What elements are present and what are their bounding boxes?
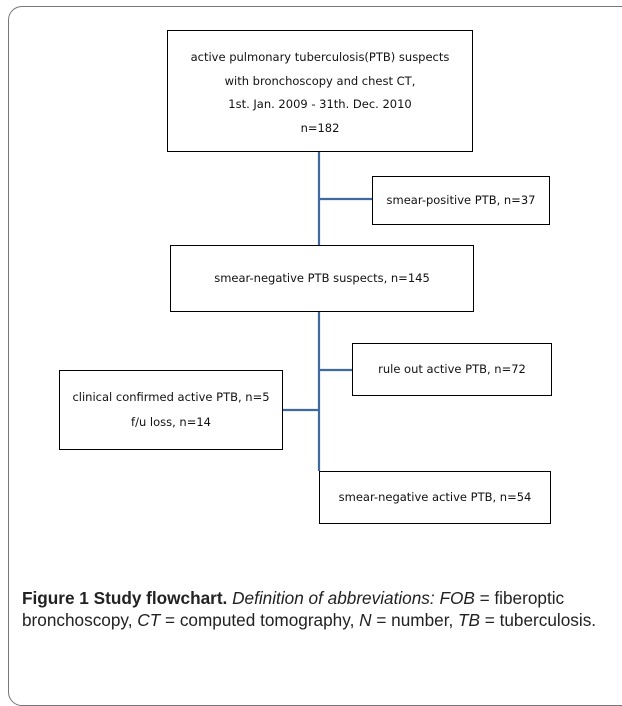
caption-abbr: FOB (439, 588, 475, 608)
box-smear-negative-suspects: smear-negative PTB suspects, n=145 (170, 245, 474, 312)
box-clinical-confirmed: clinical confirmed active PTB, n=5 f/u l… (59, 370, 283, 450)
box-smear-negative-suspects-text: smear-negative PTB suspects, n=145 (214, 270, 430, 285)
box-clinical-line-2: f/u loss, n=14 (131, 415, 211, 429)
caption-abbr: TB (458, 610, 480, 630)
connector-lines (283, 152, 372, 471)
box-main-line-3: 1st. Jan. 2009 - 31th. Dec. 2010 (228, 97, 412, 111)
box-pulmonary-tb-suspects: active pulmonary tuberculosis(PTB) suspe… (167, 30, 473, 152)
caption-abbrev-intro: Definition of abbreviations: (232, 588, 435, 608)
box-smear-positive: smear-positive PTB, n=37 (372, 176, 550, 225)
caption-label: Figure 1 Study flowchart. (22, 588, 228, 608)
box-rule-out-text: rule out active PTB, n=72 (378, 361, 526, 376)
box-smear-negative-active: smear-negative active PTB, n=54 (319, 471, 551, 524)
box-main-line-1: active pulmonary tuberculosis(PTB) suspe… (190, 50, 450, 64)
caption-def: computed tomography (179, 610, 350, 630)
caption-abbr: CT (137, 610, 161, 630)
caption-abbr: N (359, 610, 372, 630)
box-clinical-line-1: clinical confirmed active PTB, n=5 (72, 389, 270, 404)
box-main-line-2: with bronchoscopy and chest CT, (224, 73, 416, 88)
box-rule-out: rule out active PTB, n=72 (352, 343, 552, 396)
caption-def: tuberculosis. (499, 610, 597, 630)
box-smear-negative-active-text: smear-negative active PTB, n=54 (338, 489, 532, 504)
caption-def: fiberoptic bronchoscopy (22, 588, 565, 630)
box-smear-positive-text: smear-positive PTB, n=37 (386, 192, 536, 207)
box-main-line-4: n=182 (300, 120, 340, 135)
figure-caption: Figure 1 Study flowchart. Definition of … (22, 588, 597, 630)
caption-def: number (391, 610, 449, 630)
